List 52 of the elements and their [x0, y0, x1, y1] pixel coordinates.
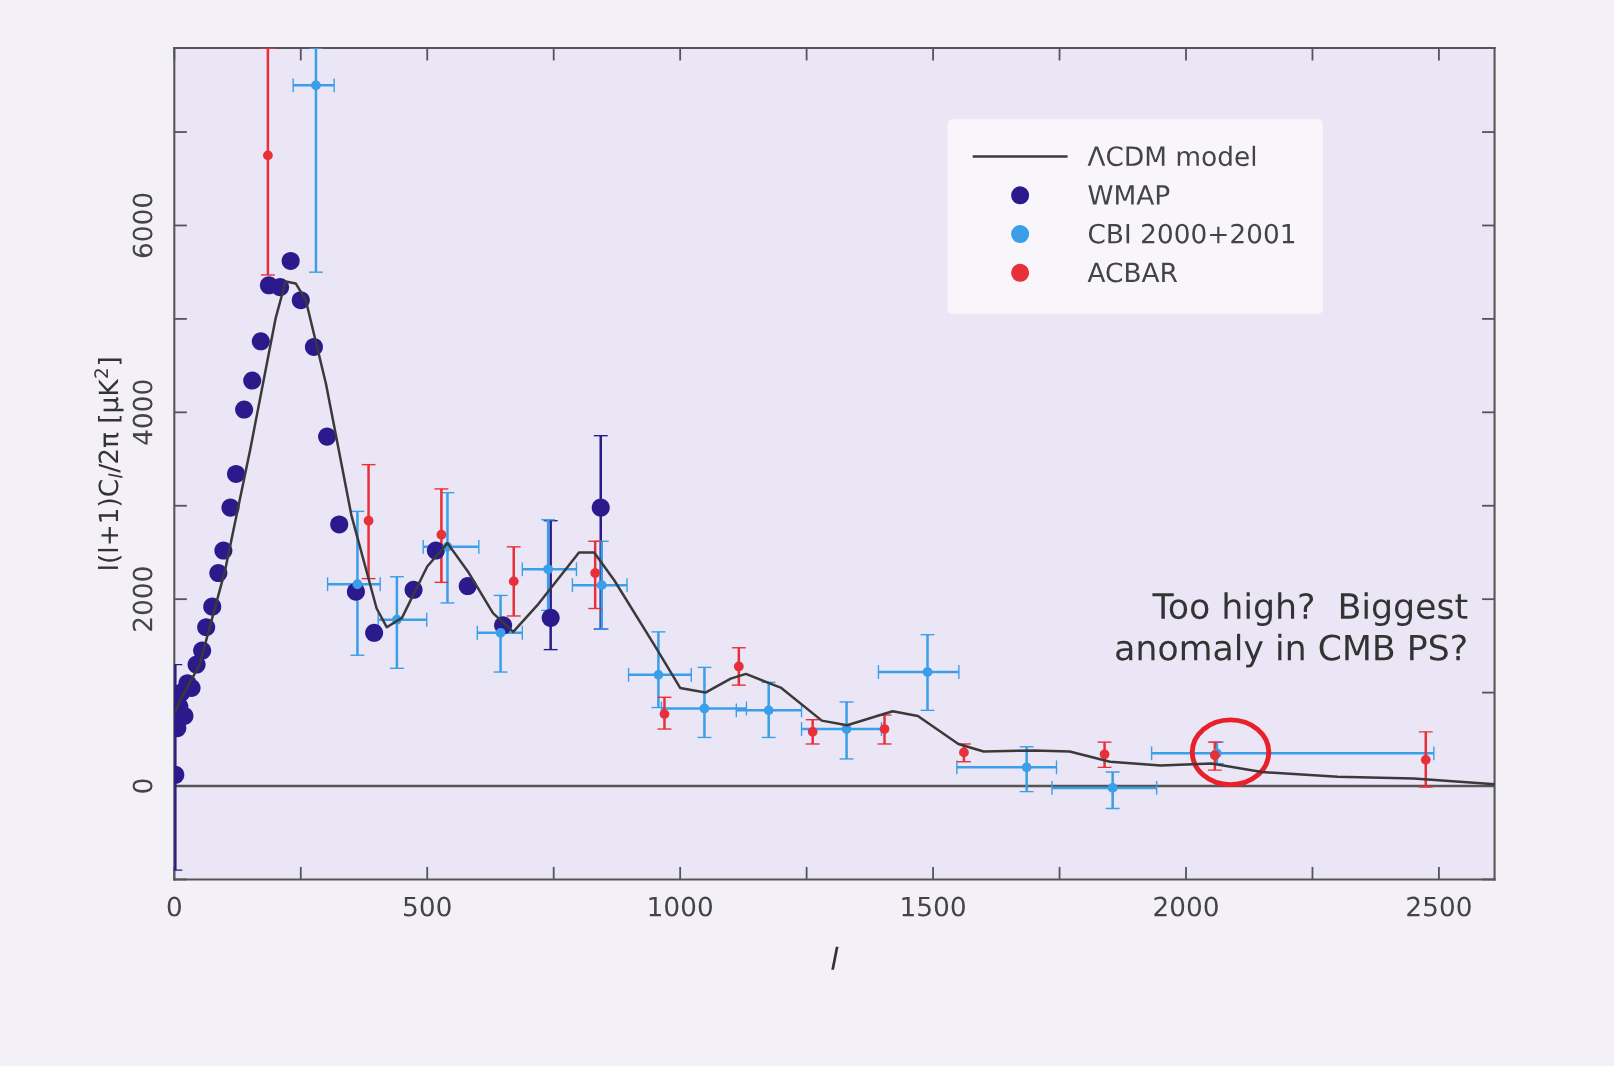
- point: [251, 332, 270, 351]
- point: [879, 724, 890, 734]
- point: [590, 568, 601, 578]
- point: [763, 705, 774, 716]
- y-tick-label: 2000: [132, 567, 153, 631]
- legend-label: ACBAR: [1087, 262, 1178, 283]
- x-tick-label: 1500: [902, 896, 965, 917]
- point: [458, 577, 477, 596]
- point: [653, 669, 664, 680]
- y-tick-label: 4000: [132, 380, 153, 445]
- x-tick-label: 0: [167, 896, 181, 917]
- point: [318, 427, 337, 446]
- point: [733, 661, 744, 672]
- point: [227, 464, 246, 484]
- point: [543, 564, 553, 575]
- x-tick-label: 1000: [649, 896, 712, 917]
- x-tick-label: 2000: [1154, 896, 1218, 917]
- point: [508, 576, 519, 587]
- point: [263, 150, 273, 161]
- point: [596, 580, 607, 591]
- point: [175, 706, 194, 725]
- point: [330, 515, 349, 534]
- legend-label: CBI 2000+2001: [1088, 223, 1295, 244]
- x-tick-label: 2500: [1407, 896, 1471, 917]
- point: [1420, 755, 1431, 765]
- point: [922, 667, 933, 677]
- point: [1021, 762, 1032, 773]
- point: [1099, 749, 1110, 760]
- point: [436, 529, 447, 540]
- point: [311, 80, 321, 91]
- x-axis-title: l: [831, 946, 839, 970]
- y-axis-title: l(l+1)C$_{l}$/2π [μK$^{2}$]: [94, 358, 124, 569]
- point: [541, 608, 560, 627]
- legend-label: ΛCDM model: [1087, 145, 1256, 167]
- annotation: Too high? Biggest anomaly in CMB PS?: [1116, 592, 1468, 668]
- point: [243, 371, 262, 390]
- point: [659, 709, 670, 719]
- point: [495, 627, 506, 638]
- x-tick-label: 500: [404, 896, 451, 917]
- point: [959, 747, 969, 758]
- y-tick-label: 0: [132, 779, 153, 793]
- point: [699, 703, 710, 714]
- point: [807, 726, 818, 737]
- point: [363, 515, 374, 526]
- point: [352, 579, 363, 590]
- point: [365, 623, 384, 642]
- y-tick-label: 6000: [132, 193, 153, 258]
- legend-label: WMAP: [1088, 185, 1170, 205]
- point: [591, 498, 610, 517]
- point: [1107, 783, 1118, 793]
- point: [281, 251, 300, 271]
- point: [235, 400, 254, 419]
